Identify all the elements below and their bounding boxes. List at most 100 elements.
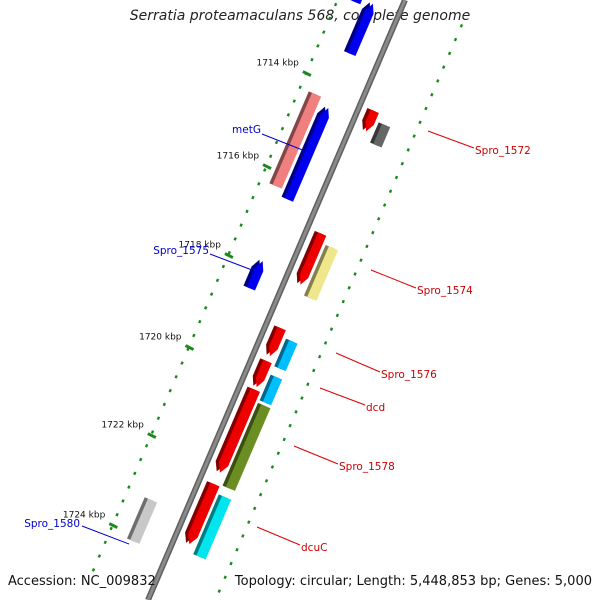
gene-feature-forward[interactable] bbox=[269, 91, 322, 189]
gene-feature-body[interactable] bbox=[365, 109, 379, 132]
tick-dot bbox=[227, 250, 231, 255]
tick-dot bbox=[162, 402, 167, 407]
gene-feature-forward[interactable] bbox=[281, 106, 329, 202]
tick-dot bbox=[359, 258, 363, 263]
gene-feature-body[interactable] bbox=[196, 495, 232, 560]
gene-label-leader bbox=[256, 526, 301, 546]
tick-dot bbox=[436, 79, 440, 83]
gene-feature-body[interactable] bbox=[373, 123, 391, 148]
tick-dot bbox=[412, 134, 416, 138]
gene-label-text[interactable]: dcd bbox=[366, 402, 385, 414]
gene-feature-body[interactable] bbox=[218, 387, 260, 473]
tick-dot bbox=[91, 568, 96, 572]
accession-label: Accession: NC_009832 bbox=[8, 574, 156, 589]
tick-dot bbox=[223, 575, 227, 580]
gene-feature-body[interactable] bbox=[262, 375, 283, 406]
gene-feature-body[interactable] bbox=[307, 246, 339, 301]
tick-dot bbox=[394, 175, 399, 180]
gene-label-leader bbox=[261, 133, 306, 152]
gene-feature-body[interactable] bbox=[284, 108, 329, 202]
gene-feature-reverse[interactable] bbox=[222, 402, 271, 491]
tick-dot bbox=[288, 423, 292, 428]
gene-label[interactable]: Spro_1578 bbox=[293, 445, 395, 473]
gene-feature-body[interactable] bbox=[347, 3, 374, 57]
gene-feature-body[interactable] bbox=[351, 0, 369, 5]
tick-dot bbox=[133, 471, 137, 476]
gene-label[interactable]: Spro_1574 bbox=[370, 269, 473, 297]
gene-feature-reverse[interactable] bbox=[274, 338, 298, 372]
tick-dot bbox=[156, 416, 161, 421]
gene-feature-reverse[interactable] bbox=[370, 122, 391, 148]
gene-feature-body[interactable] bbox=[130, 498, 158, 544]
gene-feature-body[interactable] bbox=[299, 232, 327, 285]
gene-label-text[interactable]: Spro_1578 bbox=[339, 461, 395, 473]
gene-label[interactable]: metG bbox=[232, 124, 306, 152]
gene-feature-forward[interactable] bbox=[126, 497, 158, 544]
gene-feature-forward[interactable] bbox=[349, 0, 369, 5]
gene-labels[interactable]: metG Spro_1575 Spro_1580 Spro_1572 Spro_1574… bbox=[24, 124, 531, 554]
tick-dot bbox=[335, 313, 340, 318]
gene-label-text[interactable]: metG bbox=[232, 124, 261, 136]
gene-feature-body[interactable] bbox=[188, 482, 220, 545]
tick-dot bbox=[221, 264, 226, 269]
gene-feature-reverse[interactable] bbox=[296, 230, 327, 285]
tick-dot bbox=[280, 126, 285, 131]
tick-dot bbox=[328, 16, 332, 21]
gene-feature-forward[interactable] bbox=[343, 2, 374, 57]
tick-dot bbox=[150, 430, 155, 434]
tick-dot bbox=[245, 209, 249, 214]
tick-dot bbox=[388, 189, 393, 194]
gene-features[interactable] bbox=[126, 0, 391, 560]
scale-tick-mark bbox=[262, 163, 272, 170]
gene-label[interactable]: dcd bbox=[319, 387, 385, 414]
gene-label[interactable]: Spro_1576 bbox=[335, 352, 437, 381]
tick-dot bbox=[453, 37, 458, 42]
tick-dot bbox=[329, 327, 334, 331]
tick-dot bbox=[310, 57, 314, 62]
tick-dot bbox=[300, 396, 304, 400]
gene-feature-body[interactable] bbox=[272, 92, 322, 189]
gene-feature-reverse[interactable] bbox=[259, 374, 283, 406]
gene-label-leader bbox=[427, 130, 475, 149]
tick-dot bbox=[264, 478, 269, 483]
gene-label[interactable]: dcuC bbox=[256, 526, 327, 554]
gene-feature-reverse[interactable] bbox=[252, 358, 272, 388]
gene-label-text[interactable]: Spro_1580 bbox=[24, 518, 80, 530]
gene-feature-body[interactable] bbox=[269, 326, 286, 357]
gene-label-text[interactable]: Spro_1572 bbox=[475, 145, 531, 157]
gene-feature-reverse[interactable] bbox=[362, 108, 379, 132]
tick-dot bbox=[365, 244, 369, 249]
gene-feature-body[interactable] bbox=[255, 359, 272, 388]
tick-dot bbox=[229, 561, 233, 566]
tick-dots bbox=[91, 2, 464, 593]
gene-feature-reverse[interactable] bbox=[266, 325, 286, 357]
backbone-line bbox=[146, 0, 407, 600]
gene-feature-body[interactable] bbox=[277, 340, 298, 372]
gene-feature-reverse[interactable] bbox=[185, 481, 220, 545]
tick-dot bbox=[198, 319, 202, 324]
gene-label-text[interactable]: dcuC bbox=[301, 542, 327, 554]
gene-feature-reverse[interactable] bbox=[215, 386, 260, 473]
tick-dot bbox=[252, 506, 257, 511]
gene-label[interactable]: Spro_1580 bbox=[24, 518, 130, 545]
scale-tick-mark bbox=[224, 252, 234, 259]
gene-label-leader bbox=[293, 445, 339, 465]
scale-tick-label: 1722 kbp bbox=[101, 421, 144, 431]
tick-dot bbox=[192, 333, 196, 338]
gene-feature-forward[interactable] bbox=[243, 259, 264, 291]
gene-feature-reverse[interactable] bbox=[303, 244, 339, 301]
tick-dot bbox=[103, 540, 107, 545]
gene-feature-body[interactable] bbox=[225, 404, 271, 491]
gene-feature-body[interactable] bbox=[246, 261, 264, 291]
gene-label-text[interactable]: Spro_1576 bbox=[381, 369, 437, 381]
gene-label-text[interactable]: Spro_1575 bbox=[153, 245, 209, 257]
gene-label-text[interactable]: Spro_1574 bbox=[417, 285, 473, 297]
tick-dot bbox=[215, 278, 220, 283]
gene-feature-reverse[interactable] bbox=[193, 494, 232, 560]
scale-tick-label: 1716 kbp bbox=[217, 152, 260, 162]
tick-dot bbox=[377, 216, 381, 221]
gene-label[interactable]: Spro_1572 bbox=[427, 130, 531, 157]
gene-label[interactable]: Spro_1575 bbox=[153, 245, 253, 271]
tick-dot bbox=[144, 443, 149, 448]
